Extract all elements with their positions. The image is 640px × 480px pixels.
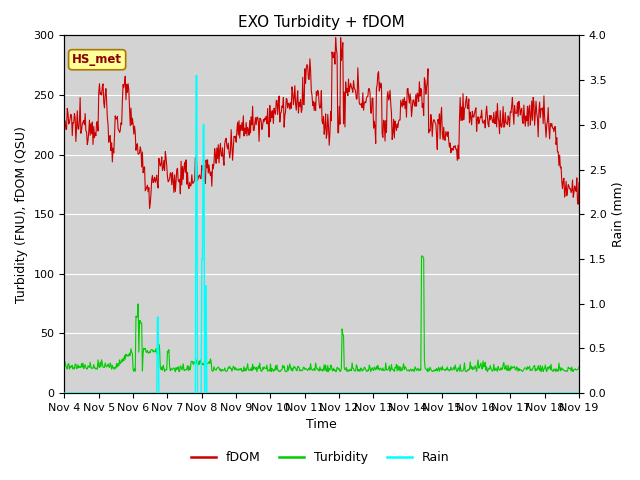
Legend: fDOM, Turbidity, Rain: fDOM, Turbidity, Rain <box>186 446 454 469</box>
X-axis label: Time: Time <box>307 419 337 432</box>
Y-axis label: Rain (mm): Rain (mm) <box>612 181 625 247</box>
Y-axis label: Turbidity (FNU), fDOM (QSU): Turbidity (FNU), fDOM (QSU) <box>15 126 28 303</box>
Text: HS_met: HS_met <box>72 53 122 66</box>
Title: EXO Turbidity + fDOM: EXO Turbidity + fDOM <box>238 15 405 30</box>
